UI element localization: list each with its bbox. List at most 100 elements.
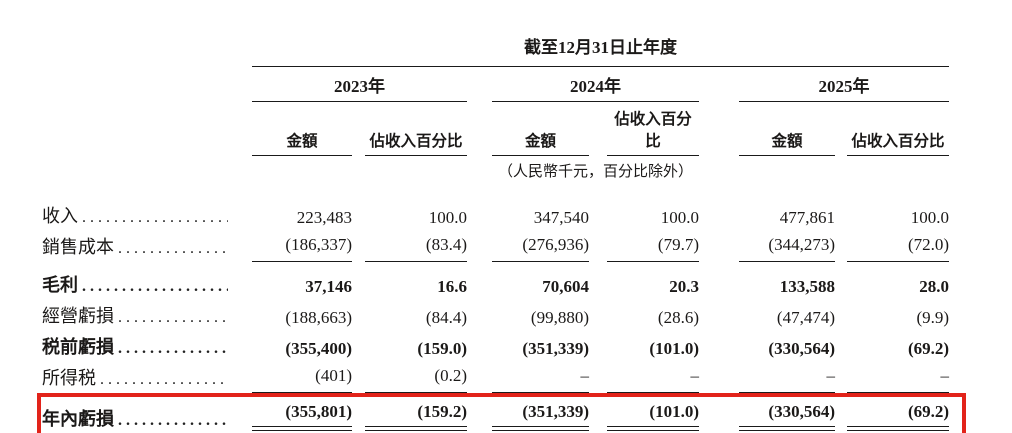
cell-value: (84.4) — [425, 307, 467, 327]
column-gap — [467, 102, 492, 156]
table-header: 截至12月31日止年度 2023年 2024年 2025年 金額 佔收入百分比 — [42, 33, 950, 182]
dot-leader: . . . . . . . . . . . . . . . . . . . . … — [118, 240, 228, 257]
column-gap — [699, 67, 739, 102]
column-gap — [699, 361, 739, 392]
cell-value: 37,146 — [305, 276, 352, 296]
row-label: 經營虧損. . . . . . . . . . . . . . . . . . … — [42, 305, 228, 326]
column-gap — [589, 330, 607, 361]
cell-value: 347,540 — [533, 208, 589, 227]
label-column-spacer — [42, 156, 252, 182]
dot-leader: . . . . . . . . . . . . . . . . . . . . … — [82, 277, 228, 295]
col-header-amount-2024: 金額 — [492, 101, 589, 156]
cell-value: (188,663) — [285, 307, 352, 327]
row-label: 税前虧損. . . . . . . . . . . . . . . . . . … — [42, 336, 228, 357]
spacer — [252, 156, 492, 182]
column-gap — [699, 330, 739, 361]
row-label: 收入. . . . . . . . . . . . . . . . . . . … — [42, 181, 252, 231]
cell-value: – — [739, 361, 835, 393]
cell-value: (0.2) — [365, 361, 467, 393]
cell-value: (330,564) — [739, 392, 835, 433]
table-row: 經營虧損. . . . . . . . . . . . . . . . . . … — [42, 299, 949, 330]
col-header-pct-2023: 佔收入百分比 — [365, 101, 467, 156]
column-gap — [835, 181, 847, 231]
column-gap — [835, 361, 847, 392]
cell-value: 16.6 — [437, 276, 467, 296]
cell-value: (159.0) — [417, 338, 467, 358]
cell-value: (344,273) — [739, 230, 835, 262]
column-gap — [699, 392, 739, 433]
cell-value: 133,588 — [779, 276, 835, 296]
cell-value: (72.0) — [847, 230, 950, 262]
column-gap — [699, 299, 739, 330]
column-gap — [467, 392, 492, 433]
cell-value: (69.2) — [907, 338, 950, 358]
cell-value: 100.0 — [660, 208, 699, 227]
cell-value: 100.0 — [428, 208, 467, 227]
column-gap — [835, 392, 847, 433]
column-gap — [352, 102, 365, 156]
cell-value: 477,861 — [779, 208, 835, 227]
label-column-spacer — [42, 33, 252, 67]
year-header-2025: 2025年 — [739, 66, 950, 102]
table-row: 銷售成本. . . . . . . . . . . . . . . . . . … — [42, 230, 950, 262]
cell-value: 100.0 — [910, 208, 950, 227]
cell-value: (330,564) — [768, 338, 835, 358]
column-gap — [352, 330, 365, 361]
column-gap — [467, 231, 492, 262]
cell-value: (9.9) — [916, 307, 950, 327]
col-header-pct-2025: 佔收入百分比 — [847, 101, 950, 156]
cell-value: 20.3 — [669, 276, 699, 296]
period-header-row: 截至12月31日止年度 — [42, 33, 950, 67]
col-header-amount-2025: 金額 — [739, 101, 835, 156]
cell-value: (351,339) — [522, 338, 589, 358]
row-label: 所得税. . . . . . . . . . . . . . . . . . .… — [42, 361, 252, 392]
unit-note-row: （人民幣千元，百分比除外） — [42, 156, 949, 182]
column-gap — [352, 299, 365, 330]
dot-leader: . . . . . . . . . . . . . . . . . . . . … — [118, 308, 228, 326]
column-gap — [699, 262, 739, 300]
cell-value: – — [492, 361, 589, 393]
column-gap — [467, 67, 492, 102]
table-row: 年內虧損. . . . . . . . . . . . . . . . . . … — [42, 392, 949, 433]
column-header-row: 金額 佔收入百分比 金額 佔收入百分比 金額 佔收入百分比 — [42, 101, 950, 156]
cell-value: (186,337) — [252, 230, 352, 262]
label-column-spacer — [42, 102, 252, 156]
column-gap — [699, 231, 739, 262]
cell-value: (83.4) — [365, 230, 467, 262]
column-gap — [835, 299, 847, 330]
cell-value: (355,400) — [285, 338, 352, 358]
income-statement-table: 截至12月31日止年度 2023年 2024年 2025年 金額 佔收入百分比 — [42, 33, 950, 433]
column-gap — [589, 392, 607, 433]
table-row: 毛利. . . . . . . . . . . . . . . . . . . … — [42, 262, 949, 300]
column-gap — [835, 231, 847, 262]
col-header-pct-2024: 佔收入百分比 — [607, 101, 699, 156]
table-row: 收入. . . . . . . . . . . . . . . . . . . … — [42, 181, 949, 231]
table-body: 收入. . . . . . . . . . . . . . . . . . . … — [42, 181, 950, 433]
cell-value: (47,474) — [776, 307, 835, 327]
column-gap — [835, 262, 847, 300]
dot-leader: . . . . . . . . . . . . . . . . . . . . … — [118, 411, 228, 429]
row-label: 毛利. . . . . . . . . . . . . . . . . . . … — [42, 262, 252, 300]
column-gap — [352, 181, 365, 231]
year-header-row: 2023年 2024年 2025年 — [42, 66, 950, 102]
cell-value: (276,936) — [492, 230, 589, 262]
cell-value: – — [607, 361, 699, 393]
column-gap — [589, 102, 607, 156]
col-header-amount-2023: 金額 — [252, 101, 352, 156]
cell-value: 28.0 — [919, 276, 950, 296]
column-gap — [352, 361, 365, 392]
column-gap — [352, 392, 365, 433]
unit-note: （人民幣千元，百分比除外） — [497, 164, 693, 180]
column-gap — [589, 181, 607, 231]
row-label: 銷售成本. . . . . . . . . . . . . . . . . . … — [42, 237, 228, 257]
period-header: 截至12月31日止年度 — [252, 33, 950, 67]
dot-leader: . . . . . . . . . . . . . . . . . . . . … — [118, 339, 228, 357]
row-label: 年內虧損. . . . . . . . . . . . . . . . . . … — [42, 408, 228, 429]
table-row: 所得税. . . . . . . . . . . . . . . . . . .… — [42, 361, 950, 393]
year-header-2023: 2023年 — [252, 66, 467, 102]
column-gap — [352, 262, 365, 300]
cell-value: 223,483 — [296, 208, 352, 227]
cell-value: (28.6) — [657, 307, 699, 327]
column-gap — [589, 231, 607, 262]
